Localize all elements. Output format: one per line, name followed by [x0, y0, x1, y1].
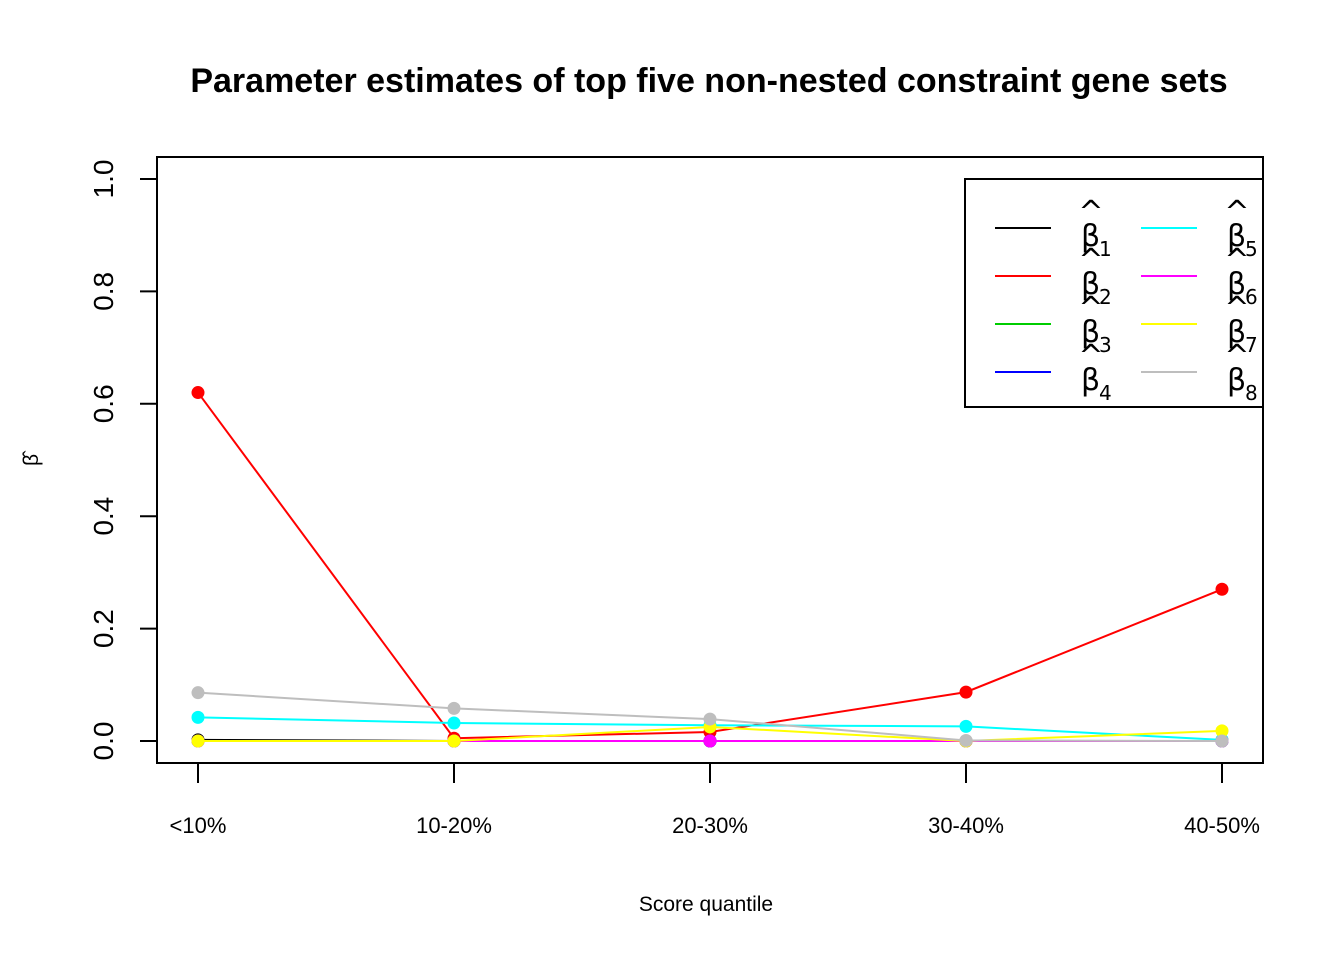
legend-subscript: 7: [1245, 333, 1258, 357]
data-point: [191, 710, 205, 724]
series-2: [191, 386, 1229, 745]
data-point: [959, 685, 973, 699]
legend-label: β: [1227, 315, 1246, 350]
data-point: [959, 719, 973, 733]
legend-hat: ^: [1224, 195, 1249, 230]
data-point: [191, 734, 205, 748]
legend-subscript: 3: [1099, 333, 1112, 357]
data-point: [447, 701, 461, 715]
data-point: [191, 386, 205, 400]
legend-item: ^β7: [1141, 291, 1258, 357]
data-point: [1215, 724, 1229, 738]
legend-label: β: [1081, 267, 1100, 302]
legend-item: ^β5: [1141, 195, 1258, 261]
legend-label: β: [1081, 315, 1100, 350]
data-point: [447, 734, 461, 748]
series-8: [191, 686, 1229, 748]
legend-item: ^β2: [995, 243, 1112, 309]
y-axis: 0.0 0.2 0.4 0.6 0.8 1.0: [88, 160, 158, 761]
y-tick-label: 1.0: [88, 160, 119, 199]
legend-item: ^β3: [995, 291, 1112, 357]
x-axis: <10% 10-20% 20-30% 30-40% 40-50%: [170, 763, 1260, 838]
legend-hat: ^: [1078, 243, 1103, 278]
legend-label: β: [1227, 219, 1246, 254]
x-tick-label: 40-50%: [1184, 813, 1260, 838]
x-axis-label: Score quantile: [639, 893, 773, 916]
y-tick-label: 0.6: [88, 384, 119, 423]
legend-hat: ^: [1224, 243, 1249, 278]
chart-title: Parameter estimates of top five non-nest…: [190, 62, 1227, 100]
data-point: [703, 712, 717, 726]
legend-subscript: 5: [1245, 237, 1258, 261]
legend-hat: ^: [1224, 339, 1249, 374]
legend-label: β: [1081, 219, 1100, 254]
legend-item: ^β6: [1141, 243, 1258, 309]
legend-label: β: [1081, 363, 1100, 398]
data-point: [1215, 734, 1229, 748]
x-tick-label: 10-20%: [416, 813, 492, 838]
data-point: [1215, 582, 1229, 596]
legend-hat: ^: [1078, 195, 1103, 230]
legend-item: ^β4: [995, 339, 1112, 405]
y-tick-label: 0.0: [88, 722, 119, 761]
legend-item: ^β1: [995, 195, 1112, 261]
legend-hat: ^: [1224, 291, 1249, 326]
x-tick-label: 30-40%: [928, 813, 1004, 838]
legend-subscript: 6: [1245, 285, 1258, 309]
data-point: [703, 734, 717, 748]
legend-hat: ^: [1078, 291, 1103, 326]
y-tick-label: 0.8: [88, 272, 119, 311]
data-point: [191, 686, 205, 700]
legend-subscript: 1: [1099, 237, 1112, 261]
legend-label: β: [1227, 267, 1246, 302]
legend: ^β1^β2^β3^β4^β5^β6^β7^β8: [964, 178, 1264, 408]
x-tick-label: <10%: [170, 813, 227, 838]
legend-item: ^β8: [1141, 339, 1258, 405]
series-layer: [191, 386, 1229, 748]
legend-hat: ^: [1078, 339, 1103, 374]
series-line: [197, 391, 1223, 740]
legend-subscript: 2: [1099, 285, 1112, 309]
legend-label: β: [1227, 363, 1246, 398]
data-point: [447, 716, 461, 730]
y-tick-label: 0.2: [88, 609, 119, 648]
x-tick-label: 20-30%: [672, 813, 748, 838]
legend-box: [964, 178, 1264, 408]
data-point: [959, 733, 973, 747]
y-tick-label: 0.4: [88, 497, 119, 536]
legend-subscript: 4: [1099, 381, 1112, 405]
legend-subscript: 8: [1245, 381, 1258, 405]
y-axis-label: β̂: [20, 450, 43, 466]
